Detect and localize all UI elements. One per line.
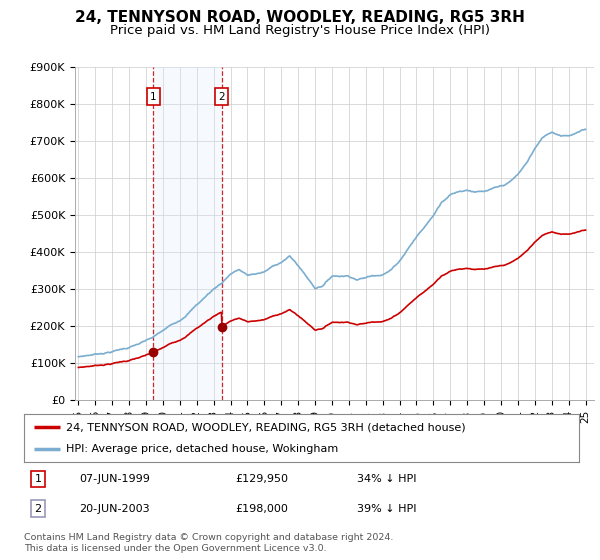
Text: 1: 1 — [150, 92, 157, 102]
Text: 2: 2 — [34, 503, 41, 514]
Text: 1: 1 — [34, 474, 41, 484]
Text: 07-JUN-1999: 07-JUN-1999 — [79, 474, 151, 484]
Text: 34% ↓ HPI: 34% ↓ HPI — [357, 474, 416, 484]
Text: 24, TENNYSON ROAD, WOODLEY, READING, RG5 3RH (detached house): 24, TENNYSON ROAD, WOODLEY, READING, RG5… — [65, 422, 465, 432]
Text: Price paid vs. HM Land Registry's House Price Index (HPI): Price paid vs. HM Land Registry's House … — [110, 24, 490, 36]
Text: HPI: Average price, detached house, Wokingham: HPI: Average price, detached house, Woki… — [65, 444, 338, 454]
Text: 39% ↓ HPI: 39% ↓ HPI — [357, 503, 416, 514]
Bar — [154, 67, 221, 400]
Text: 24, TENNYSON ROAD, WOODLEY, READING, RG5 3RH: 24, TENNYSON ROAD, WOODLEY, READING, RG5… — [75, 10, 525, 25]
Text: Contains HM Land Registry data © Crown copyright and database right 2024.
This d: Contains HM Land Registry data © Crown c… — [24, 533, 394, 553]
Text: 2: 2 — [218, 92, 225, 102]
Text: £129,950: £129,950 — [235, 474, 288, 484]
Text: £198,000: £198,000 — [235, 503, 288, 514]
Text: 20-JUN-2003: 20-JUN-2003 — [79, 503, 150, 514]
